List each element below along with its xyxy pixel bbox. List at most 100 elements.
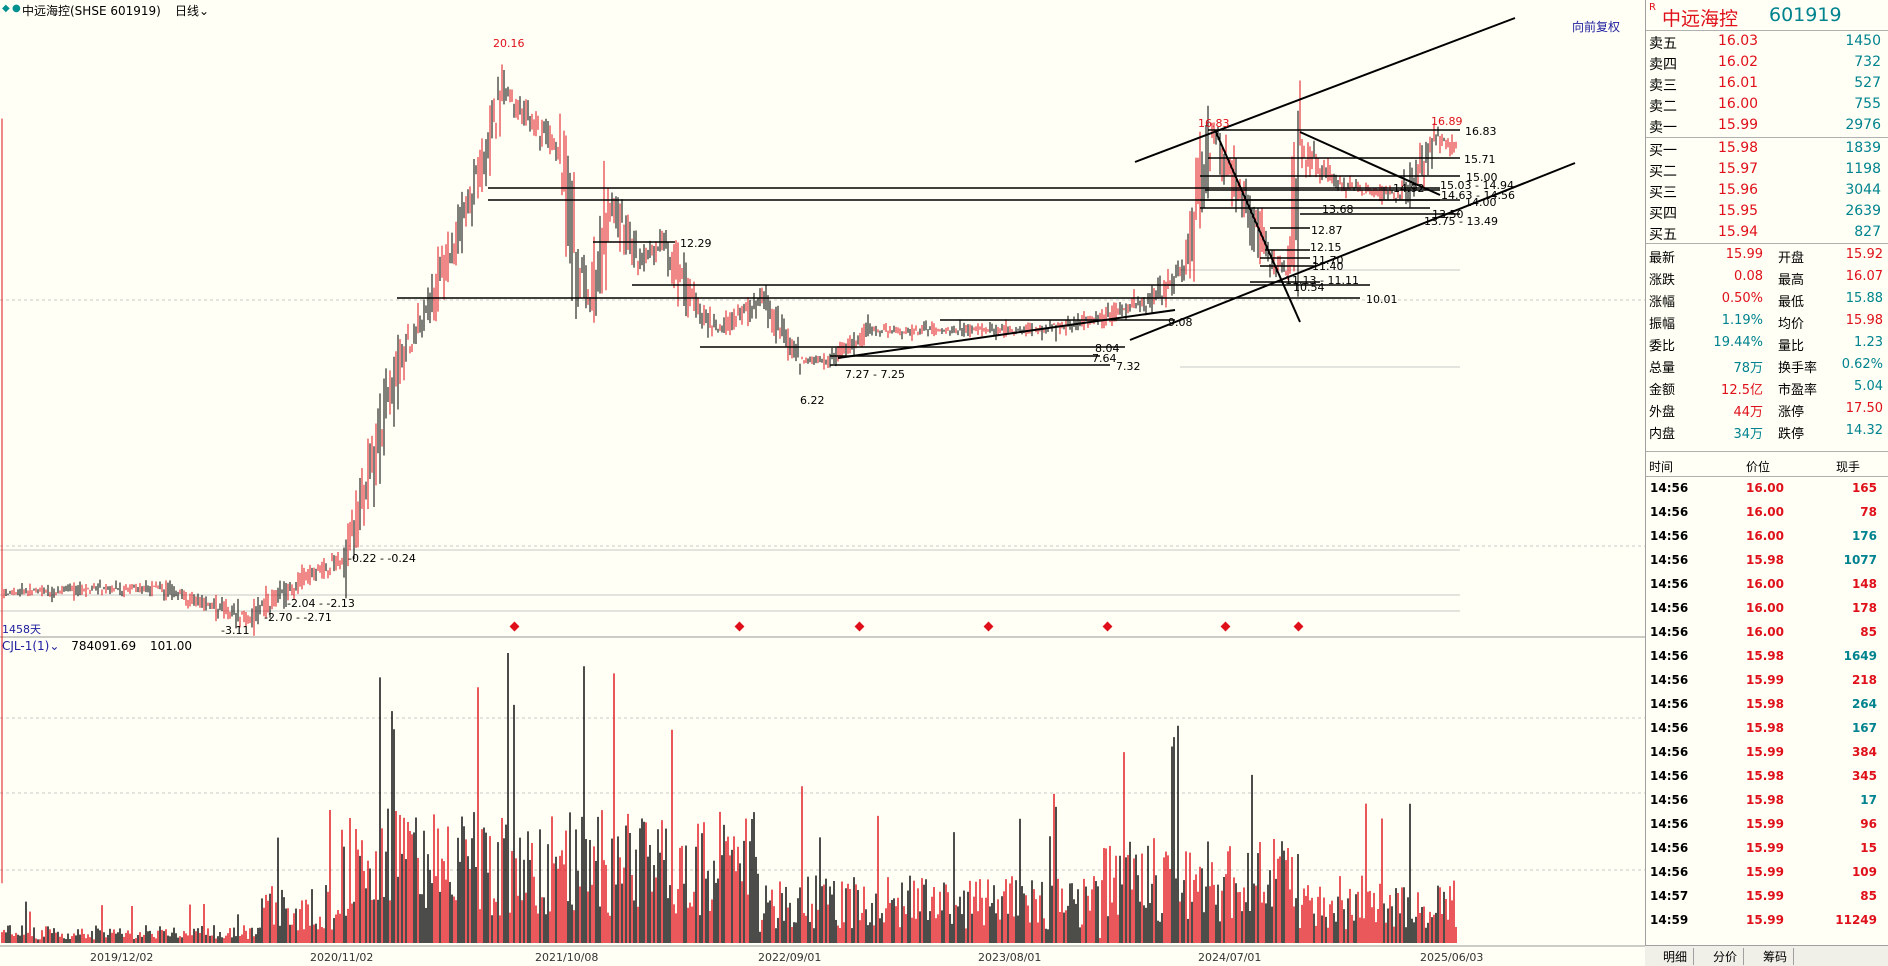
tick-volume: 85 bbox=[1860, 889, 1877, 903]
bid-row[interactable]: 买三 15.96 3044 bbox=[1646, 180, 1888, 201]
tick-volume: 17 bbox=[1860, 793, 1877, 807]
price-label: 14.63 - 14.56 bbox=[1441, 189, 1515, 202]
ask-price: 16.01 bbox=[1718, 75, 1759, 91]
price-label: -3.11 bbox=[221, 624, 250, 637]
tick-price: 15.98 bbox=[1746, 721, 1784, 735]
price-label: 13.50 bbox=[1432, 208, 1464, 221]
tick-price: 15.98 bbox=[1746, 697, 1784, 711]
price-label: 13.75 - 13.49 bbox=[1424, 215, 1498, 228]
stat-value: 78万 bbox=[1733, 361, 1763, 376]
menu-dot-icon[interactable]: ◆ bbox=[2, 3, 10, 14]
ask-row[interactable]: 卖二 16.00 755 bbox=[1646, 94, 1888, 115]
ask-row[interactable]: 卖四 16.02 732 bbox=[1646, 52, 1888, 73]
bid-label: 买五 bbox=[1649, 227, 1677, 243]
tick-time: 14:56 bbox=[1650, 769, 1689, 783]
ask-label: 卖四 bbox=[1649, 57, 1677, 73]
stat-value: 15.92 bbox=[1845, 247, 1883, 262]
stat-label: 振幅 bbox=[1649, 317, 1676, 332]
price-label: -0.22 - -0.24 bbox=[348, 552, 416, 565]
tick-row: 14:56 15.98 17 bbox=[1646, 789, 1888, 813]
tick-time: 14:56 bbox=[1650, 721, 1689, 735]
chevron-down-icon[interactable]: ⌄ bbox=[49, 639, 60, 653]
ask-row[interactable]: 卖三 16.01 527 bbox=[1646, 73, 1888, 94]
tick-row: 14:59 15.99 11249 bbox=[1646, 909, 1888, 933]
tick-volume: 384 bbox=[1851, 745, 1877, 759]
bid-volume: 3044 bbox=[1845, 182, 1881, 198]
ask-label: 卖三 bbox=[1649, 78, 1677, 94]
bid-label: 买三 bbox=[1649, 185, 1677, 201]
tick-volume: 85 bbox=[1860, 625, 1877, 639]
bid-row[interactable]: 买四 15.95 2639 bbox=[1646, 201, 1888, 222]
stat-label: 市盈率 bbox=[1778, 383, 1818, 398]
indicator-name[interactable]: CJL-1(1) bbox=[2, 639, 50, 653]
tick-row: 14:56 15.99 384 bbox=[1646, 741, 1888, 765]
bid-row[interactable]: 买二 15.97 1198 bbox=[1646, 159, 1888, 180]
day-count-label: 1458天 bbox=[2, 623, 41, 636]
chevron-down-icon: ⌄ bbox=[199, 4, 210, 18]
tab-details[interactable]: 明细 bbox=[1657, 948, 1695, 965]
price-label: 15.71 bbox=[1464, 153, 1496, 166]
kline-chart-area[interactable]: ◆ ● 中远海控(SHSE 601919) 日线⌄ 向前复权 bbox=[0, 0, 1645, 965]
price-label: 15.00 bbox=[1466, 171, 1498, 184]
bid-price: 15.96 bbox=[1718, 182, 1759, 198]
tick-price: 15.98 bbox=[1746, 769, 1784, 783]
stat-value: 1.19% bbox=[1721, 313, 1763, 328]
bid-row[interactable]: 买一 15.98 1839 bbox=[1646, 138, 1888, 159]
tick-price: 15.99 bbox=[1746, 817, 1784, 831]
indicator-value: 101.00 bbox=[149, 639, 192, 653]
bid-price: 15.98 bbox=[1718, 140, 1759, 156]
price-label: -2.04 - -2.13 bbox=[287, 597, 355, 610]
tick-volume: 165 bbox=[1851, 481, 1877, 495]
tick-row: 14:56 15.99 109 bbox=[1646, 861, 1888, 885]
tick-row: 14:56 15.99 218 bbox=[1646, 669, 1888, 693]
price-label: 6.22 bbox=[800, 394, 825, 407]
tick-row: 14:56 15.98 1077 bbox=[1646, 549, 1888, 573]
stat-label: 涨幅 bbox=[1649, 295, 1676, 310]
tab-chips[interactable]: 筹码 bbox=[1757, 948, 1795, 965]
quote-panel: R 中远海控 601919 卖五 16.03 1450 卖四 16.02 732 卖… bbox=[1645, 0, 1888, 965]
tick-price: 16.00 bbox=[1746, 577, 1784, 591]
tick-price: 15.99 bbox=[1746, 865, 1784, 879]
ask-row[interactable]: 卖五 16.03 1450 bbox=[1646, 31, 1888, 52]
stat-row: 金额 12.5亿 市盈率 5.04 bbox=[1646, 376, 1888, 398]
stat-value: 1.23 bbox=[1854, 335, 1883, 350]
stat-row: 振幅 1.19% 均价 15.98 bbox=[1646, 310, 1888, 332]
price-label: 7.27 - 7.25 bbox=[845, 368, 905, 381]
tick-row: 14:56 16.00 78 bbox=[1646, 501, 1888, 525]
price-label: 11.13 - 11.11 bbox=[1285, 274, 1359, 287]
tick-row: 14:56 16.00 165 bbox=[1646, 477, 1888, 501]
ask-label: 卖一 bbox=[1649, 120, 1677, 136]
ask-row[interactable]: 卖一 15.99 2976 bbox=[1646, 115, 1888, 136]
price-label: 12.15 bbox=[1310, 241, 1342, 254]
tick-time: 14:59 bbox=[1650, 913, 1689, 927]
bid-row[interactable]: 买五 15.94 827 bbox=[1646, 222, 1888, 243]
ask-volume: 2976 bbox=[1845, 117, 1881, 133]
bid-volume: 2639 bbox=[1845, 203, 1881, 219]
indicator-value: 784091.69 bbox=[71, 639, 137, 653]
price-label: 7.64 bbox=[1092, 352, 1117, 365]
price-label: 14.92 bbox=[1393, 182, 1425, 195]
tick-time: 14:56 bbox=[1650, 865, 1689, 879]
tick-time: 14:56 bbox=[1650, 745, 1689, 759]
date-axis-label: 2022/09/01 bbox=[758, 951, 822, 964]
price-label: -2.70 - -2.71 bbox=[264, 611, 332, 624]
stat-label: 委比 bbox=[1649, 339, 1676, 354]
ask-price: 15.99 bbox=[1718, 117, 1759, 133]
tick-volume: 345 bbox=[1851, 769, 1877, 783]
stat-value: 34万 bbox=[1733, 427, 1763, 442]
adjust-mode-button[interactable]: 向前复权 bbox=[1572, 20, 1621, 34]
date-axis-label: 2025/06/03 bbox=[1420, 951, 1484, 964]
stat-value: 16.07 bbox=[1845, 269, 1883, 284]
stat-value: 15.98 bbox=[1845, 313, 1883, 328]
bid-label: 买四 bbox=[1649, 206, 1677, 222]
tab-price-distribution[interactable]: 分价 bbox=[1707, 948, 1745, 965]
date-axis-label: 2019/12/02 bbox=[90, 951, 154, 964]
tick-volume: 176 bbox=[1851, 529, 1877, 543]
tick-price: 15.99 bbox=[1746, 745, 1784, 759]
quote-tabs: 明细 分价 筹码 bbox=[1645, 945, 1888, 966]
period-selector[interactable]: 日线⌄ bbox=[175, 4, 210, 18]
ask-price: 16.02 bbox=[1718, 54, 1759, 70]
tick-volume: 11249 bbox=[1835, 913, 1877, 927]
tick-row: 14:56 16.00 85 bbox=[1646, 621, 1888, 645]
price-label: 11.70 bbox=[1312, 254, 1344, 267]
